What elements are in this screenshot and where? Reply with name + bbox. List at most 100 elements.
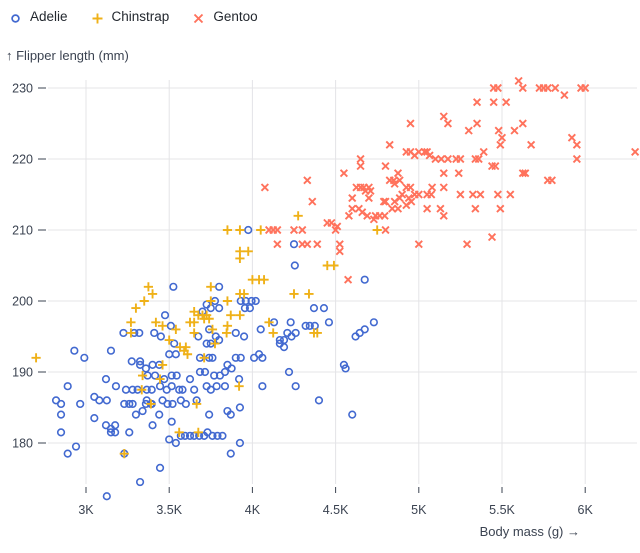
data-point-adelie [160,311,170,320]
data-point-gentoo [414,240,423,249]
data-point-gentoo [514,76,523,85]
data-point-gentoo [439,112,448,121]
data-point-gentoo [381,225,390,235]
y-tick-label: 230 [12,82,33,96]
y-tick-label: 190 [12,366,33,380]
data-point-gentoo [494,126,503,135]
data-point-chinstrap [210,339,220,349]
data-point-adelie [56,428,66,437]
data-point-chinstrap [372,225,382,235]
data-point-adelie [301,321,310,330]
data-point-chinstrap [137,385,147,395]
data-point-gentoo [510,126,519,135]
data-point-gentoo [436,204,445,213]
data-point-adelie [289,240,299,249]
data-point-adelie [348,410,357,419]
data-point-adelie [181,399,190,409]
data-point-chinstrap [164,335,174,345]
series-chinstrap [31,211,382,459]
data-point-adelie [258,353,267,362]
data-point-adelie [135,357,145,366]
data-point-gentoo [464,126,473,135]
data-point-adelie [148,421,157,430]
chinstrap-plus-icon [92,13,103,23]
data-point-adelie [106,428,116,437]
data-point-adelie [172,371,181,380]
data-point-gentoo [303,240,312,249]
data-point-adelie [106,346,116,355]
axis-ticks [38,87,586,493]
data-point-adelie [220,367,230,377]
x-tick-label: 5K [411,503,427,517]
data-point-gentoo [335,240,344,249]
data-point-chinstrap [171,324,181,334]
data-point-adelie [141,364,151,373]
data-point-adelie [239,332,249,341]
data-point-gentoo [356,154,365,164]
data-point-adelie [235,438,245,448]
data-point-adelie [167,371,176,380]
data-point-gentoo [439,169,448,178]
data-point-adelie [231,353,240,362]
data-point-gentoo [379,197,388,206]
data-point-adelie [309,304,319,313]
x-tick-label: 6K [578,503,594,517]
data-point-gentoo [344,211,353,220]
data-point-chinstrap [182,349,193,359]
data-point-gentoo [356,162,365,171]
data-point-gentoo [344,275,353,284]
data-point-chinstrap [131,303,141,313]
data-point-gentoo [423,204,432,213]
data-point-adelie [71,442,81,451]
legend-item-gentoo: Gentoo [191,7,258,27]
data-point-gentoo [298,225,307,235]
data-point-adelie [235,403,245,412]
data-point-chinstrap [222,296,233,306]
data-point-adelie [163,399,172,409]
data-point-gentoo [385,176,394,185]
data-point-adelie [190,385,199,394]
data-point-chinstrap [174,427,184,437]
data-point-adelie [121,385,131,394]
legend: Adelie Chinstrap Gentoo [8,7,280,27]
data-point-gentoo [348,193,357,203]
data-point-gentoo [407,197,416,206]
data-point-gentoo [439,211,448,220]
data-point-gentoo [496,140,505,149]
gentoo-x-icon [194,13,204,23]
data-point-gentoo [331,225,340,235]
data-point-chinstrap [235,310,245,320]
data-point-adelie [227,364,236,373]
data-point-chinstrap [157,360,168,370]
data-point-adelie [215,304,224,313]
x-tick-label: 3.5K [156,503,182,517]
data-point-gentoo [327,218,336,227]
data-point-adelie [194,332,203,341]
data-point-chinstrap [226,310,236,320]
data-point-chinstrap [151,317,161,327]
data-point-adelie [148,360,157,370]
data-point-adelie [80,353,89,362]
data-point-adelie [202,339,211,348]
data-point-gentoo [427,190,436,199]
data-point-adelie [178,385,187,394]
data-point-gentoo [369,215,378,224]
data-point-adelie [319,304,329,313]
y-tick-label: 210 [12,224,33,238]
data-point-chinstrap [193,427,203,437]
data-point-gentoo [443,154,452,164]
data-point-gentoo [572,154,581,164]
data-point-adelie [286,318,295,327]
data-point-gentoo [437,154,446,164]
data-point-gentoo [393,169,403,178]
data-point-adelie [175,385,184,394]
data-point-adelie [341,364,350,373]
data-point-gentoo [476,190,485,199]
data-point-chinstrap [243,246,253,256]
data-point-adelie [102,492,111,501]
legend-label-adelie: Adelie [30,9,68,24]
data-point-adelie [284,367,294,377]
y-tick-label: 200 [12,295,33,309]
y-tick-label: 220 [12,153,33,167]
data-point-gentoo [395,193,404,203]
